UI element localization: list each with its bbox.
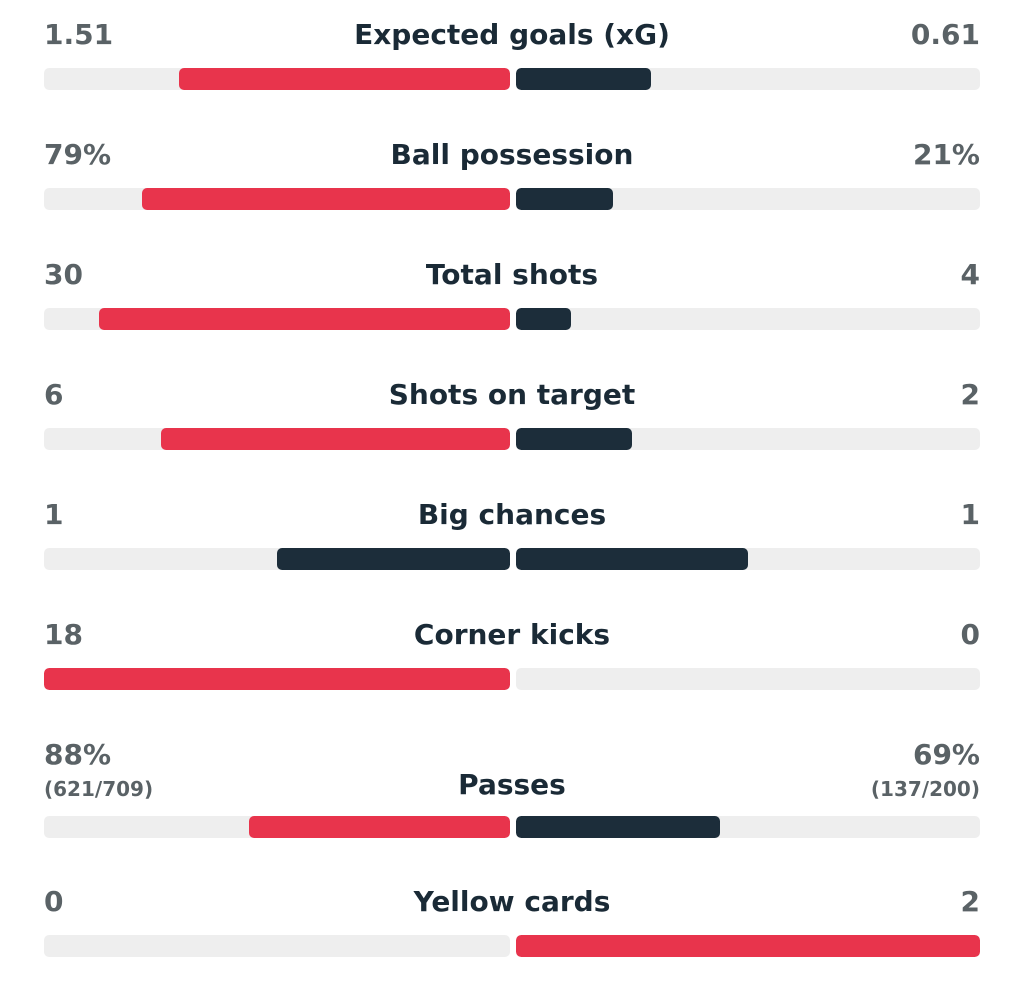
away-value-text: 1 — [960, 498, 980, 531]
home-bar-track — [44, 308, 510, 330]
home-value: 6 — [44, 378, 63, 411]
home-value-text: 79% — [44, 138, 112, 171]
away-value-text: 69% — [912, 738, 980, 771]
home-value-text: 1.51 — [44, 18, 114, 51]
home-value: 30 — [44, 258, 83, 291]
away-bar-track — [516, 668, 980, 690]
home-bar-fill — [249, 816, 510, 838]
home-value-text: 1 — [44, 498, 64, 531]
away-bar-fill — [516, 428, 632, 450]
away-value: 1 — [961, 498, 980, 531]
home-bar-track — [44, 428, 510, 450]
home-value: 0 — [44, 885, 63, 918]
away-bar-track — [516, 68, 980, 90]
stat-label: Expected goals (xG) — [354, 18, 670, 51]
away-bar-fill — [516, 548, 748, 570]
home-value: 1.51 — [44, 18, 113, 51]
home-bar-track — [44, 188, 510, 210]
away-bar-track — [516, 548, 980, 570]
away-value: 4 — [961, 258, 980, 291]
home-bar-track — [44, 548, 510, 570]
home-bar-fill — [277, 548, 510, 570]
home-value-text: 0 — [44, 885, 64, 918]
home-bar-fill — [99, 308, 510, 330]
away-sub-value: (137/200) — [870, 777, 980, 801]
away-value-text: 2 — [960, 378, 980, 411]
away-value-text: 0 — [960, 618, 980, 651]
away-value: 0.61 — [911, 18, 980, 51]
away-value: 0 — [961, 618, 980, 651]
away-value-text: 2 — [960, 885, 980, 918]
away-bar-fill — [516, 188, 614, 210]
away-value: 2 — [961, 378, 980, 411]
stat-label: Passes — [458, 768, 566, 801]
away-value: 2 — [961, 885, 980, 918]
home-bar-fill — [160, 428, 510, 450]
stat-label: Big chances — [417, 498, 607, 531]
away-bar-fill — [516, 68, 651, 90]
home-bar-track — [44, 668, 510, 690]
home-value: 79% — [44, 138, 111, 171]
stat-label: Yellow cards — [413, 885, 611, 918]
home-bar-fill — [141, 188, 510, 210]
away-bar-fill — [516, 935, 980, 957]
away-value: 21% — [913, 138, 980, 171]
away-value-text: 0.61 — [910, 18, 980, 51]
home-bar-track — [44, 935, 510, 957]
home-value-text: 18 — [44, 618, 83, 651]
away-bar-track — [516, 935, 980, 957]
away-bar-track — [516, 816, 980, 838]
home-value: 1 — [44, 498, 63, 531]
stat-label: Total shots — [425, 258, 599, 291]
away-bar-track — [516, 308, 980, 330]
home-sub-value: (621/709) — [44, 777, 154, 801]
away-bar-track — [516, 428, 980, 450]
home-value-text: 6 — [44, 378, 64, 411]
away-bar-track — [516, 188, 980, 210]
stat-label: Corner kicks — [413, 618, 611, 651]
home-bar-track — [44, 68, 510, 90]
away-bar-fill — [516, 308, 571, 330]
home-value: 88% (621/709) — [44, 738, 153, 801]
away-bar-fill — [516, 816, 721, 838]
away-value: 69% (137/200) — [871, 738, 980, 801]
home-value-text: 88% — [44, 738, 112, 771]
stat-label: Shots on target — [388, 378, 636, 411]
home-value-text: 30 — [44, 258, 83, 291]
home-bar-fill — [179, 68, 510, 90]
home-bar-fill — [44, 668, 510, 690]
home-bar-track — [44, 816, 510, 838]
away-value-text: 21% — [912, 138, 980, 171]
away-value-text: 4 — [960, 258, 980, 291]
home-value: 18 — [44, 618, 83, 651]
stat-label: Ball possession — [390, 138, 634, 171]
